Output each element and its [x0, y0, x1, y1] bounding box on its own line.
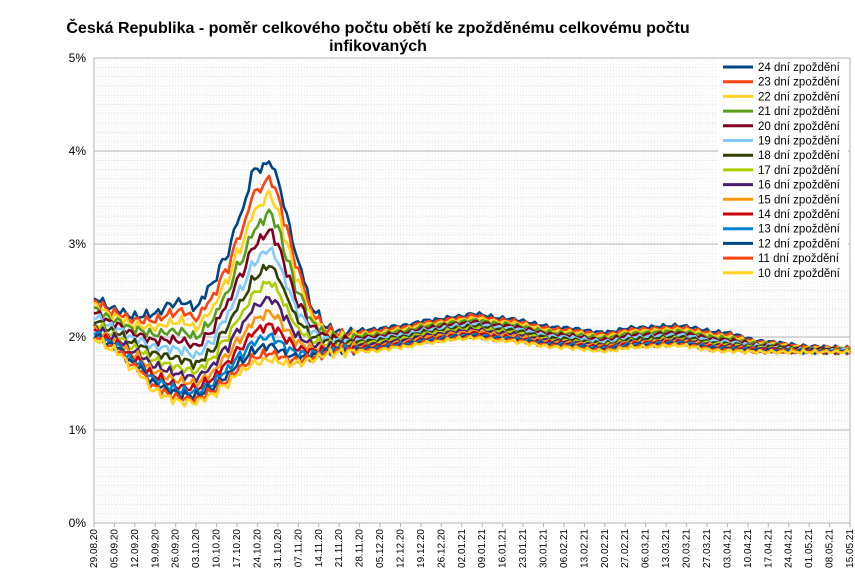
legend: 24 dní zpoždění 23 dní zpoždění 22 dní zpo…: [718, 59, 848, 281]
series-line-10-days: [93, 334, 851, 408]
legend-label: 24 dní zpoždění: [758, 62, 841, 74]
x-tick-label: 13.03.21: [661, 529, 672, 568]
x-tick-label: 27.02.21: [620, 529, 631, 568]
x-tick-label: 14.11.20: [314, 529, 325, 568]
chart-title-line-1: Česká Republika - poměr celkového počtu …: [66, 18, 689, 37]
x-tick-label: 24.10.20: [252, 529, 263, 568]
y-tick-label: 4%: [69, 144, 87, 158]
x-tick-label: 07.11.20: [293, 529, 304, 568]
y-tick-label: 1%: [69, 423, 87, 437]
legend-label: 13 dní zpoždění: [758, 224, 841, 236]
grid: [94, 57, 850, 524]
x-tick-label: 03.04.21: [722, 529, 733, 568]
legend-label: 16 dní zpoždění: [758, 180, 841, 192]
legend-label: 19 dní zpoždění: [758, 136, 841, 148]
legend-label: 17 dní zpoždění: [758, 165, 841, 177]
legend-label: 11 dní zpoždění: [758, 253, 840, 265]
x-tick-label: 12.09.20: [130, 529, 141, 568]
x-tick-label: 03.10.20: [191, 529, 202, 568]
x-tick-label: 30.01.21: [539, 529, 550, 568]
y-tick-label: 2%: [69, 330, 87, 344]
x-tick-label: 20.03.21: [682, 529, 693, 568]
x-tick-label: 06.03.21: [641, 529, 652, 568]
x-tick-label: 20.02.21: [600, 529, 611, 568]
x-tick-label: 31.10.20: [273, 529, 284, 568]
legend-label: 12 dní zpoždění: [758, 238, 841, 250]
series-line-20-days: [93, 228, 851, 354]
x-tick-label: 23.01.21: [518, 529, 529, 568]
x-tick-label: 16.01.21: [498, 529, 509, 568]
x-tick-label: 05.09.20: [109, 529, 120, 568]
axes: 0% 1% 2% 3% 4% 5% 29.08.20 05.09.20 12.09.20 19.0…: [69, 51, 855, 568]
x-tick-label: 17.10.20: [232, 529, 243, 568]
chart-title-line-2: infikovaných: [329, 38, 427, 55]
x-tick-label: 28.11.20: [355, 529, 366, 568]
x-tick-label: 08.05.21: [825, 529, 836, 568]
x-tick-label: 05.12.20: [375, 529, 386, 568]
y-tick-label: 5%: [69, 51, 87, 65]
x-tick-label: 27.03.21: [702, 529, 713, 568]
x-tick-label: 09.01.21: [477, 529, 488, 568]
x-tick-label: 19.09.20: [150, 529, 161, 568]
x-tick-label: 12.12.20: [395, 529, 406, 568]
x-tick-label: 10.10.20: [212, 529, 223, 568]
x-tick-label: 26.12.20: [436, 529, 447, 568]
x-tick-label: 21.11.20: [334, 529, 345, 568]
x-tick-label: 13.02.21: [579, 529, 590, 568]
x-tick-label: 17.04.21: [763, 529, 774, 568]
legend-label: 23 dní zpoždění: [758, 77, 841, 89]
x-tick-label: 26.09.20: [171, 529, 182, 568]
y-tick-label: 3%: [69, 237, 87, 251]
legend-label: 15 dní zpoždění: [758, 194, 841, 206]
x-tick-label: 19.12.20: [416, 529, 427, 568]
series-line-19-days: [93, 246, 851, 360]
legend-label: 10 dní zpoždění: [758, 268, 841, 280]
legend-label: 20 dní zpoždění: [758, 121, 841, 133]
legend-label: 21 dní zpoždění: [758, 106, 841, 118]
legend-label: 14 dní zpoždění: [758, 209, 841, 221]
x-tick-label: 10.04.21: [743, 529, 754, 568]
x-tick-label: 01.05.21: [804, 529, 815, 568]
x-tick-label: 29.08.20: [89, 529, 100, 568]
legend-label: 18 dní zpoždění: [758, 150, 841, 162]
x-tick-label: 02.01.21: [457, 529, 468, 568]
x-tick-label: 06.02.21: [559, 529, 570, 568]
legend-label: 22 dní zpoždění: [758, 91, 841, 103]
series-lines: [92, 160, 852, 408]
x-tick-label: 24.04.21: [784, 529, 795, 568]
x-tick-label: 15.05.21: [845, 529, 855, 568]
y-tick-label: 0%: [69, 516, 87, 530]
